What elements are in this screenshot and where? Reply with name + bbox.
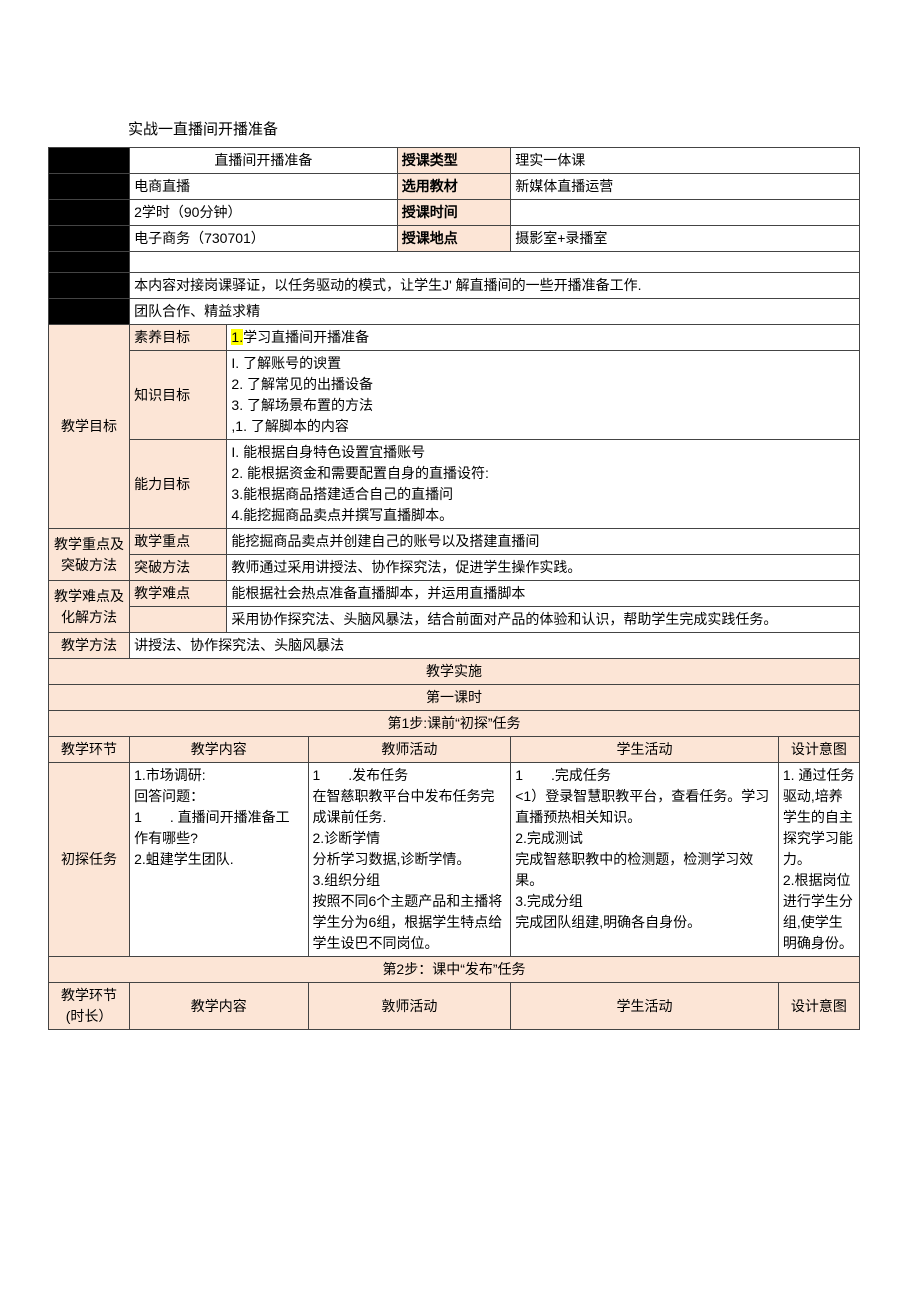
place-label: 授课地点 (397, 226, 511, 252)
black-cell (49, 174, 130, 200)
obj-text-0: 1.学习直播间开播准备 (227, 325, 860, 351)
black-cell (49, 200, 130, 226)
step1-title: 第1步:课前“初探”任务 (49, 711, 860, 737)
impl-header: 教学实施 (49, 659, 860, 685)
kp-text-1: 教师通过采用讲授法、协作探究法，促进学生操作实践。 (227, 555, 860, 581)
step2-col-2: 敦师活动 (308, 983, 511, 1030)
pre-title: 实战一直播间开播准备 (128, 118, 860, 139)
step1-col-0: 教学环节 (49, 737, 130, 763)
kp-sub-label-1: 突破方法 (130, 555, 227, 581)
black-cell (49, 226, 130, 252)
step2-title: 第2步：课中“发布”任务 (49, 957, 860, 983)
highlight-text: 1. (231, 329, 243, 345)
step1-col-1: 教学内容 (130, 737, 308, 763)
topic-value: 直播间开播准备 (130, 148, 398, 174)
step1-content: 1.市场调研: 回答问题： 1 . 直播间开播准备工作有哪些? 2.蛆建学生团队… (130, 763, 308, 957)
black-cell (49, 252, 130, 273)
hours-value: 2学时（90分钟） (130, 200, 398, 226)
diff-sub-label-1 (130, 607, 227, 633)
step2-col-0: 教学环节 (时长） (49, 983, 130, 1030)
step2-col-1: 教学内容 (130, 983, 308, 1030)
step1-col-2: 教师活动 (308, 737, 511, 763)
content-analysis: 本内容对接岗课驿证，以任务驱动的模式，让学生J' 解直播间的一些开播准备工作. (130, 273, 860, 299)
black-cell (49, 273, 130, 299)
lesson-plan-table: 直播间开播准备 授课类型 理实一体课 电商直播 选用教材 新媒体直播运营 2学时… (48, 147, 860, 1030)
blank-cell (130, 252, 860, 273)
step1-design: 1. 通过任务驱动,培养学生的自主探究学习能力。 2.根据岗位进行学生分组,使学… (778, 763, 859, 957)
time-label: 授课时间 (397, 200, 511, 226)
class-type-label: 授课类型 (397, 148, 511, 174)
obj-text-1: I. 了解账号的谀置 2. 了解常见的出播设备 3. 了解场景布置的方法 ,1.… (227, 351, 860, 440)
step1-student: 1 .完成任务 <1）登录智慧职教平台，查看任务。学习直播预热相关知识。 2.完… (511, 763, 779, 957)
course-value: 电商直播 (130, 174, 398, 200)
obj-text-0-rest: 学习直播间开播准备 (243, 329, 369, 345)
kp-text-0: 能挖掘商品卖点并创建自己的账号以及搭建直播间 (227, 529, 860, 555)
class-type-value: 理实一体课 (511, 148, 860, 174)
step1-rowlabel: 初探任务 (49, 763, 130, 957)
difficulty-label: 教学难点及化解方法 (49, 581, 130, 633)
textbook-label: 选用教材 (397, 174, 511, 200)
step1-col-3: 学生活动 (511, 737, 779, 763)
keypoint-label: 教学重点及突破方法 (49, 529, 130, 581)
methods-label: 教学方法 (49, 633, 130, 659)
methods-text: 讲授法、协作探究法、头脑风暴法 (130, 633, 860, 659)
period-header: 第一课时 (49, 685, 860, 711)
obj-sub-label-0: 素养目标 (130, 325, 227, 351)
step1-col-4: 设计意图 (778, 737, 859, 763)
obj-text-2: I. 能根据自身特色设置宜播账号 2. 能根据资金和需要配置自身的直播设符: 3… (227, 440, 860, 529)
place-value: 摄影室+录播室 (511, 226, 860, 252)
kp-sub-label-0: 敢学重点 (130, 529, 227, 555)
black-cell (49, 299, 130, 325)
textbook-value: 新媒体直播运营 (511, 174, 860, 200)
core-value: 团队合作、精益求精 (130, 299, 860, 325)
diff-sub-label-0: 教学难点 (130, 581, 227, 607)
step2-col-4: 设计意图 (778, 983, 859, 1030)
time-value (511, 200, 860, 226)
obj-sub-label-2: 能力目标 (130, 440, 227, 529)
black-cell (49, 148, 130, 174)
obj-sub-label-1: 知识目标 (130, 351, 227, 440)
diff-text-0: 能根据社会热点准备直播脚本，并运用直播脚本 (227, 581, 860, 607)
objectives-label: 教学目标 (49, 325, 130, 529)
major-value: 电子商务（730701） (130, 226, 398, 252)
step2-col-3: 学生活动 (511, 983, 779, 1030)
diff-text-1: 采用协作探究法、头脑风暴法，结合前面对产品的体验和认识，帮助学生完成实践任务。 (227, 607, 860, 633)
step1-teacher: 1 .发布任务 在智慈职教平台中发布任务完成课前任务. 2.诊断学情 分析学习数… (308, 763, 511, 957)
